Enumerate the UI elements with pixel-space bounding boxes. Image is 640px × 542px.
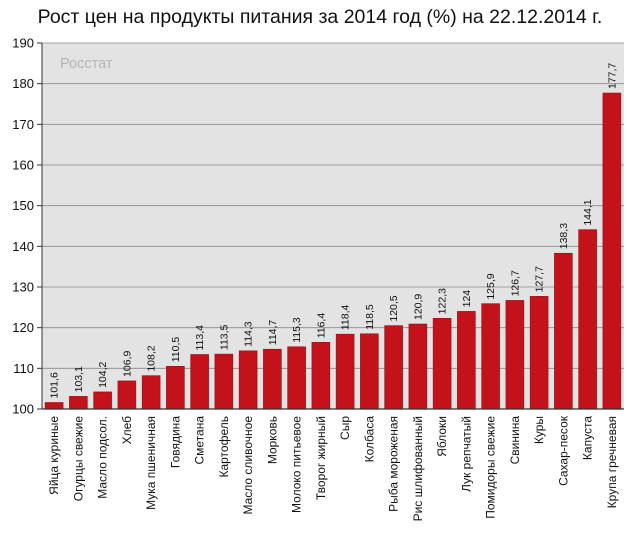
category-label: Свинина	[508, 416, 522, 465]
chart-title: Рост цен на продукты питания за 2014 год…	[37, 6, 603, 28]
bar-19	[481, 303, 500, 410]
bar-24	[602, 92, 622, 410]
y-tick-label: 170	[12, 117, 34, 132]
y-tick-label: 160	[12, 158, 34, 173]
y-tick-label: 100	[12, 402, 34, 417]
bar-value-label: 113,4	[194, 325, 206, 351]
y-tick-label: 140	[12, 239, 34, 254]
bar-10	[263, 348, 282, 410]
bar-23	[578, 229, 597, 410]
category-label: Капуста	[581, 416, 595, 460]
category-label: Рыба мороженая	[387, 416, 401, 512]
bar-value-label: 118,5	[364, 304, 376, 330]
category-label: Огурцы свежие	[71, 416, 85, 502]
y-tick-label: 130	[12, 280, 34, 295]
y-tick-label: 110	[13, 361, 34, 376]
bar-18	[457, 311, 476, 410]
bar-22	[554, 252, 573, 410]
bar-value-label: 110,5	[170, 337, 182, 363]
bar-value-label: 103,1	[73, 366, 85, 392]
category-label: Говядина	[168, 416, 182, 468]
plot-area	[42, 43, 624, 409]
bar-value-label: 120,5	[388, 295, 400, 321]
category-label: Яйца куриные	[47, 416, 61, 495]
bar-value-label: 125,9	[485, 273, 497, 299]
bar-20	[505, 300, 525, 410]
bar-2	[69, 396, 88, 410]
category-label: Яблоки	[435, 416, 449, 457]
bar-value-label: 108,2	[146, 345, 158, 371]
category-label: Хлеб	[120, 416, 134, 445]
category-label: Рис шлифованный	[411, 416, 425, 521]
bar-11	[287, 346, 306, 410]
bar-21	[529, 296, 549, 410]
bar-value-label: 115,3	[291, 317, 303, 343]
bar-13	[335, 333, 355, 410]
category-label: Мука пшеничная	[144, 416, 158, 510]
bar-14	[360, 333, 379, 410]
category-label: Сыр	[338, 416, 352, 440]
bar-3	[93, 391, 112, 410]
bar-7	[190, 354, 209, 410]
y-tick-label: 190	[12, 36, 34, 51]
category-label: Масло сливочное	[241, 416, 255, 515]
bar-value-label: 101,6	[49, 372, 61, 398]
bar-9	[238, 350, 258, 410]
bar-15	[384, 325, 403, 410]
bar-value-label: 118,4	[340, 305, 352, 331]
bar-16	[408, 323, 428, 410]
bar-value-label: 104,2	[97, 361, 109, 387]
category-label: Крупа гречневая	[605, 416, 619, 508]
y-tick-label: 150	[12, 198, 34, 213]
bar-value-label: 122,3	[437, 288, 449, 314]
bar-value-label: 126,7	[509, 270, 521, 296]
category-label: Морковь	[265, 416, 279, 464]
bar-value-label: 113,5	[218, 324, 230, 350]
bar-value-label: 106,9	[121, 351, 133, 377]
category-label: Картофель	[217, 416, 231, 478]
category-label: Масло подсол.	[96, 416, 110, 499]
category-label: Сахар-песок	[556, 415, 570, 486]
bar-5	[141, 375, 161, 410]
y-tick-label: 120	[12, 320, 34, 335]
bar-6	[166, 365, 185, 410]
bar-4	[117, 380, 137, 410]
bar-value-label: 124	[461, 290, 473, 308]
bar-value-label: 177,7	[606, 63, 618, 89]
bar-8	[214, 353, 234, 410]
category-label: Лук репчатый	[459, 416, 473, 492]
category-label: Молоко питьевое	[290, 416, 304, 513]
bar-value-label: 144,1	[582, 199, 594, 225]
category-label: Творог жирный	[314, 416, 328, 500]
y-tick-label: 180	[12, 76, 34, 91]
category-label: Помидоры свежие	[484, 416, 498, 519]
bar-value-label: 114,3	[243, 321, 255, 347]
bar-value-label: 138,3	[558, 223, 570, 249]
category-label: Колбаса	[362, 416, 376, 463]
category-label: Сметана	[193, 416, 207, 465]
bar-17	[432, 318, 452, 410]
bar-12	[311, 342, 331, 410]
bar-value-label: 127,7	[534, 266, 546, 292]
category-label: Куры	[532, 416, 546, 444]
bar-value-label: 120,9	[412, 294, 424, 320]
bar-value-label: 114,7	[267, 320, 279, 346]
watermark-label: Росстат	[60, 56, 113, 72]
bar-1	[44, 402, 64, 410]
bar-value-label: 116,4	[315, 313, 327, 339]
